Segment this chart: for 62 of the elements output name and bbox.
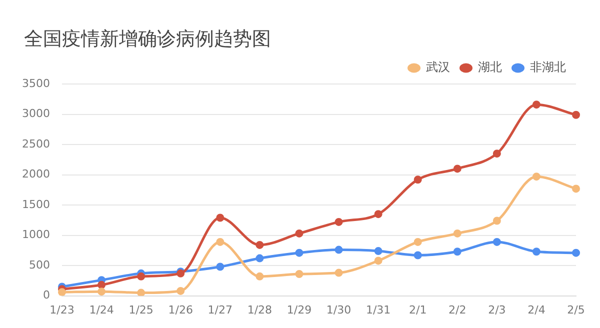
legend-label: 武汉	[426, 60, 450, 74]
point	[334, 218, 343, 226]
point	[216, 238, 224, 246]
point	[453, 248, 462, 256]
x-tick-label: 2/5	[567, 303, 585, 316]
x-tick-label: 2/1	[408, 303, 427, 316]
y-tick-label: 3500	[22, 76, 50, 90]
point	[492, 216, 501, 225]
point	[58, 288, 66, 296]
point	[453, 229, 462, 238]
point	[572, 110, 580, 119]
y-tick-label: 2500	[22, 137, 50, 150]
x-tick-label: 2/4	[528, 303, 546, 316]
x-tick-label: 2/2	[448, 303, 466, 316]
point	[137, 272, 146, 280]
point	[256, 240, 264, 249]
point	[334, 246, 343, 254]
y-tick-label: 3000	[22, 107, 50, 120]
x-tick-label: 1/27	[208, 303, 232, 316]
legend-label: 非湖北	[530, 60, 566, 74]
x-tick-label: 1/31	[366, 303, 391, 316]
y-tick-label: 0	[42, 288, 50, 302]
point	[572, 248, 580, 257]
x-tick-label: 1/26	[168, 303, 193, 316]
point	[572, 184, 580, 193]
point	[256, 254, 264, 262]
point	[334, 268, 343, 277]
point	[256, 272, 264, 280]
x-tick-label: 2/3	[488, 303, 506, 316]
x-tick-label: 1/25	[128, 303, 154, 316]
point	[374, 256, 382, 265]
x-tick-label: 1/30	[326, 303, 352, 316]
point	[532, 100, 540, 109]
point	[374, 247, 382, 256]
point	[453, 164, 462, 173]
point	[374, 210, 382, 218]
y-tick-label: 1000	[22, 228, 50, 242]
x-tick-label: 1/29	[286, 303, 312, 316]
y-tick-label: 1500	[22, 198, 50, 211]
point	[414, 238, 422, 246]
legend-label: 湖北	[478, 60, 502, 74]
point	[176, 286, 185, 295]
point	[216, 214, 224, 222]
point	[532, 172, 540, 181]
point	[98, 288, 106, 296]
x-tick-label: 1/24	[89, 303, 114, 316]
point	[216, 262, 224, 271]
y-tick-label: 500	[28, 258, 50, 272]
x-tick-label: 1/28	[247, 303, 272, 316]
y-tick-label: 2000	[22, 168, 50, 181]
point	[414, 176, 422, 184]
chart-title: 全国疫情新增确诊病例趋势图	[24, 27, 271, 52]
x-tick-label: 1/23	[50, 303, 74, 316]
point	[492, 150, 501, 158]
point	[414, 251, 422, 260]
point	[98, 280, 106, 289]
point	[295, 229, 304, 238]
point	[532, 248, 540, 256]
point	[295, 248, 304, 257]
point	[137, 288, 146, 296]
point	[295, 270, 304, 278]
point	[492, 238, 501, 246]
